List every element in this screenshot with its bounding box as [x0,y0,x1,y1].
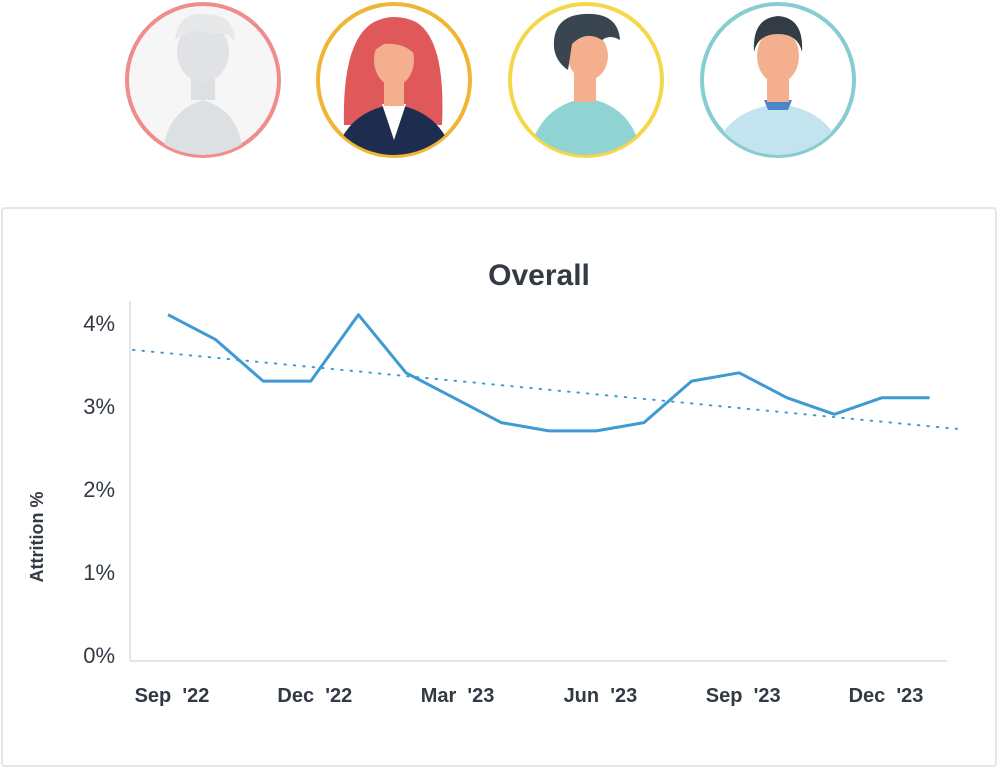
avatar-4 [698,0,858,160]
y-tick-label: 3% [83,394,115,419]
avatar-3 [506,0,666,160]
attrition-chart: Overall Attrition % 0% 1% 2% 3% 4% Sep '22 De… [27,259,958,707]
x-tick-label: Mar '23 [421,685,495,707]
avatar-2 [314,0,474,160]
y-tick-label: 1% [83,560,115,585]
x-tick-label: Dec '22 [277,685,352,707]
x-tick-label: Dec '23 [849,685,924,707]
y-tick-label: 0% [83,643,115,668]
x-tick-label: Sep '23 [706,685,781,707]
chart-title: Overall [488,259,590,292]
placeholder-person-icon [125,2,281,158]
chart-card: Overall Attrition % 0% 1% 2% 3% 4% Sep '22 De… [1,207,997,767]
avatar-1 [123,0,283,160]
woman-avatar-icon [316,2,472,158]
trendline [132,348,958,430]
y-axis-label: Attrition % [27,492,47,583]
x-tick-label: Sep '22 [135,685,210,707]
y-tick-label: 2% [83,477,115,502]
man-curly-avatar-icon [508,2,664,158]
man-short-hair-avatar-icon [700,2,856,158]
y-tick-label: 4% [83,311,115,336]
attrition-series-line [167,313,930,433]
x-tick-label: Jun '23 [564,685,638,707]
